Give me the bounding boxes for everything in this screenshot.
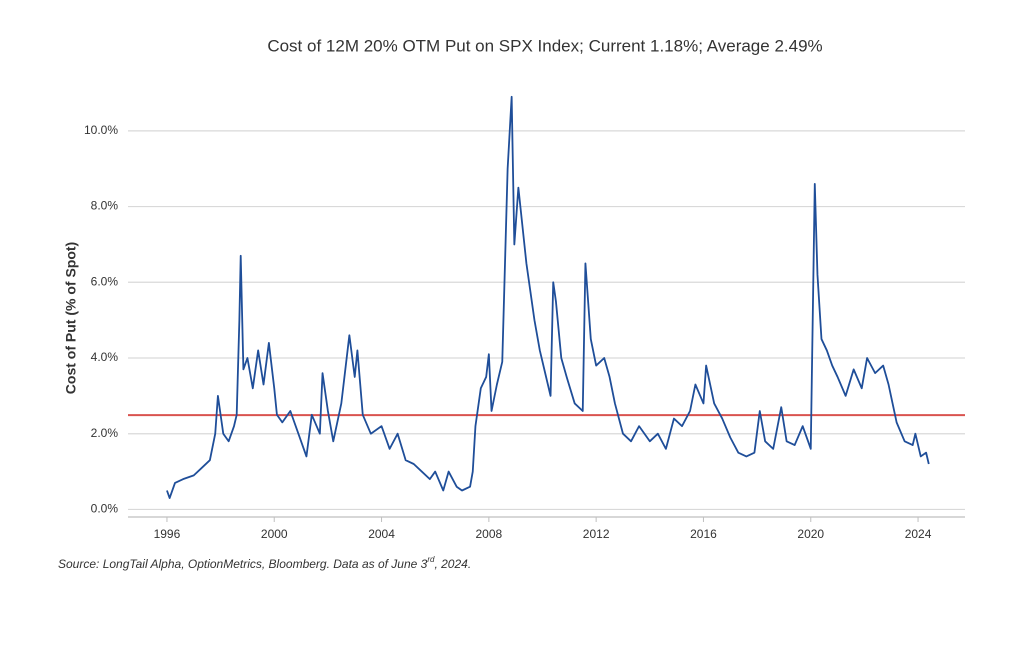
- series-line: [166, 95, 930, 499]
- y-tick-label: 4.0%: [91, 350, 119, 364]
- source-text: , 2024.: [434, 557, 471, 571]
- x-tick-label: 1996: [154, 527, 181, 541]
- y-tick-label: 8.0%: [91, 199, 119, 213]
- x-tick-label: 2004: [368, 527, 395, 541]
- y-tick-label: 0.0%: [91, 502, 119, 516]
- x-tick-label: 2024: [905, 527, 932, 541]
- x-tick-label: 2008: [475, 527, 502, 541]
- y-tick-label: 2.0%: [91, 426, 119, 440]
- y-tick-label: 10.0%: [84, 123, 118, 137]
- source-note: Source: LongTail Alpha, OptionMetrics, B…: [58, 555, 471, 571]
- x-tick-label: 2020: [797, 527, 824, 541]
- chart-title: Cost of 12M 20% OTM Put on SPX Index; Cu…: [267, 36, 822, 55]
- y-axis-title: Cost of Put (% of Spot): [63, 242, 79, 394]
- y-tick-label: 6.0%: [91, 274, 119, 288]
- x-tick-label: 2012: [583, 527, 610, 541]
- x-tick-label: 2016: [690, 527, 717, 541]
- source-sup: rd: [427, 555, 435, 564]
- source-text: Source: LongTail Alpha, OptionMetrics, B…: [58, 557, 428, 571]
- x-tick-label: 2000: [261, 527, 288, 541]
